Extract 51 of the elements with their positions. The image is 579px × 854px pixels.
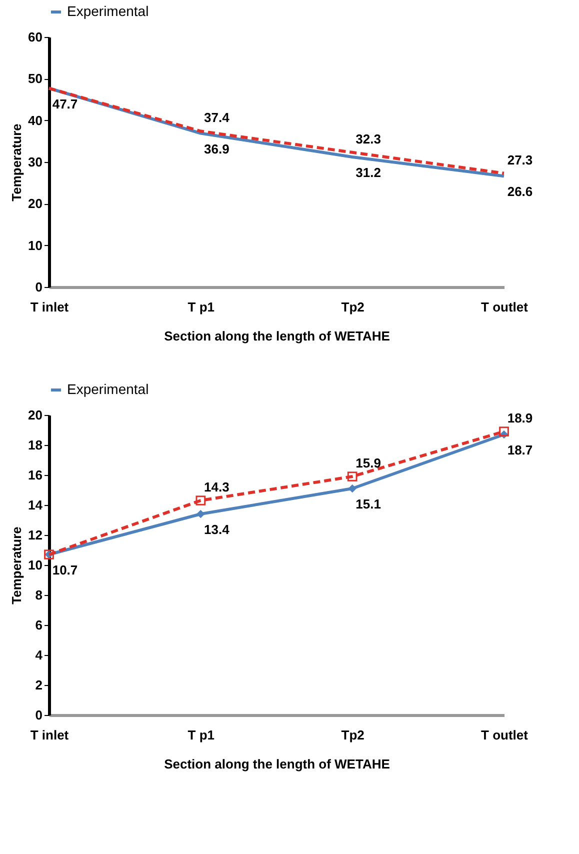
data-label: 15.9: [356, 456, 381, 470]
data-label: 32.3: [356, 131, 381, 146]
x-tick-label: Tp2: [341, 728, 364, 742]
y-tick-label: 50: [28, 71, 42, 86]
data-label: 14.3: [204, 480, 230, 494]
y-tick-label: 10: [28, 238, 42, 253]
y-tick-label: 60: [28, 30, 42, 44]
y-tick-label: 0: [35, 280, 42, 294]
data-label: 47.7: [52, 96, 78, 112]
legend-label: Experimental: [67, 381, 149, 397]
x-tick-label: Tp2: [341, 300, 364, 314]
point: [499, 426, 509, 436]
y-tick-label: 10: [28, 558, 42, 572]
data-label: 18.9: [507, 410, 533, 426]
point: [348, 484, 357, 493]
legend-label: Experimental: [67, 3, 149, 19]
data-label: 27.3: [507, 152, 533, 168]
x-tick-label: T p1: [188, 300, 215, 314]
point: [196, 496, 206, 506]
y-tick-label: 20: [28, 408, 42, 422]
y-axis-title: Temperature: [9, 526, 24, 604]
y-tick-label: 0: [35, 708, 42, 722]
y-axis-title: Temperature: [9, 124, 24, 202]
y-tick-label: 16: [28, 468, 42, 482]
data-label: 18.7: [507, 442, 533, 458]
x-tick-label: T outlet: [481, 728, 529, 742]
y-tick-label: 8: [35, 588, 42, 602]
y-tick-label: 30: [28, 154, 42, 170]
y-tick-label: 20: [28, 196, 42, 212]
x-axis-title: Section along the length of WETAHE: [164, 756, 390, 772]
y-tick-label: 40: [28, 112, 42, 128]
data-label: 15.1: [356, 496, 381, 512]
x-axis-title: Section along the length of WETAHE: [164, 328, 390, 344]
x-tick-label: T outlet: [481, 300, 529, 314]
data-label: 13.4: [204, 522, 230, 537]
y-tick-label: 4: [35, 648, 44, 662]
point: [196, 510, 205, 518]
x-tick-label: T p1: [188, 728, 215, 742]
y-tick-label: 14: [28, 498, 44, 512]
data-label: 36.9: [204, 141, 230, 156]
x-tick-label: T inlet: [30, 728, 70, 742]
y-tick-label: 18: [28, 438, 42, 452]
data-label: 10.7: [52, 562, 78, 578]
data-label: 37.4: [204, 110, 230, 126]
y-tick-label: 12: [28, 528, 42, 542]
y-tick-label: 6: [35, 618, 42, 632]
point: [347, 472, 358, 482]
x-tick-label: T inlet: [30, 300, 70, 314]
y-tick-label: 2: [35, 678, 42, 692]
data-label: 31.2: [356, 165, 381, 180]
data-label: 26.6: [507, 184, 533, 200]
